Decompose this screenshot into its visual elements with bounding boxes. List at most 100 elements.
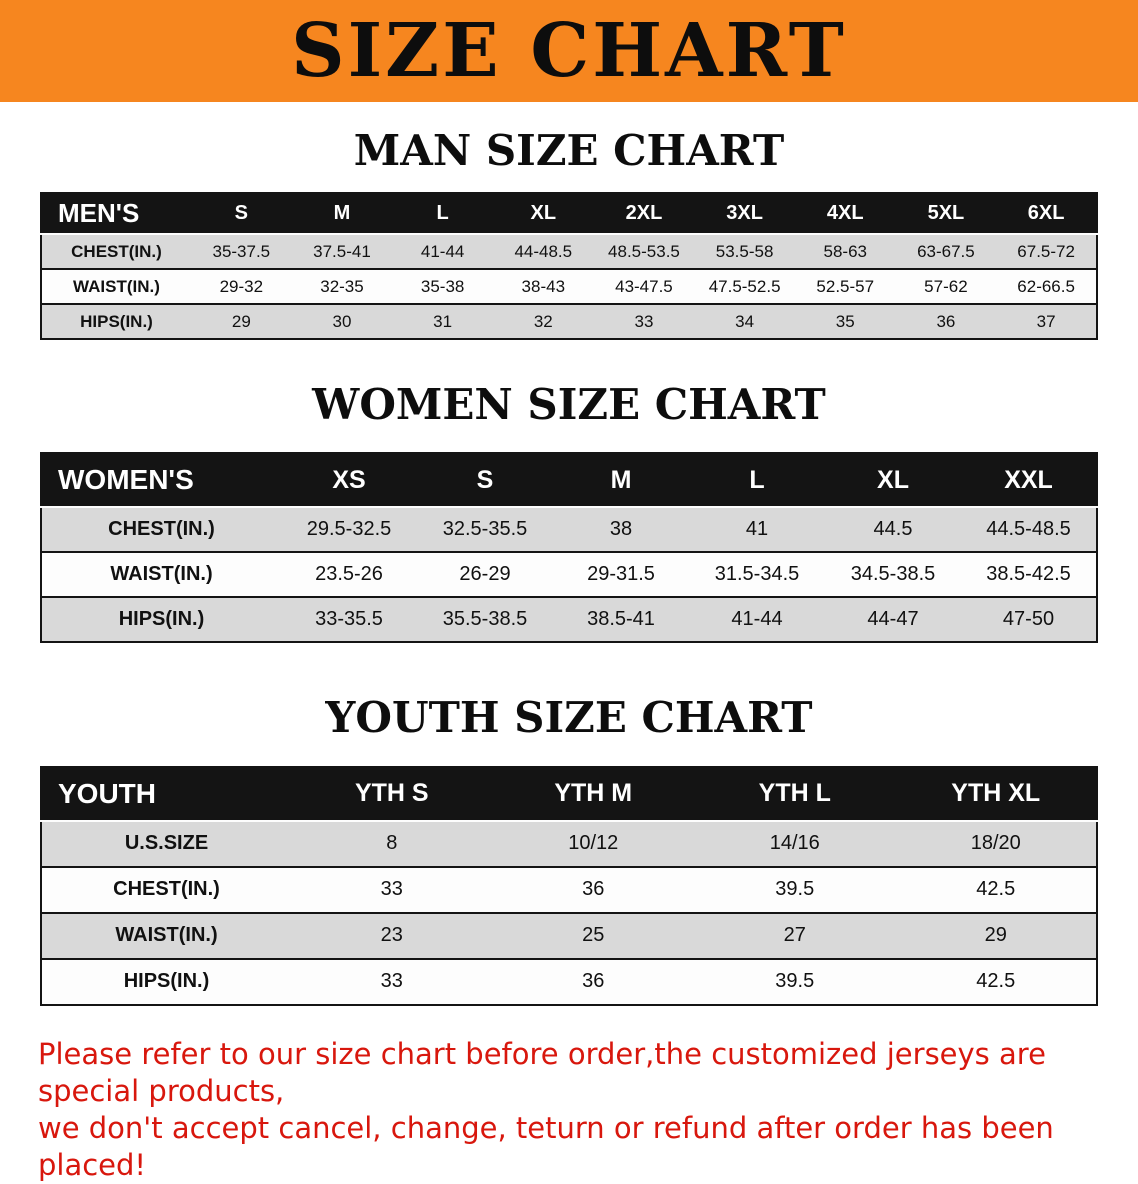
men-section-heading: MAN SIZE CHART xyxy=(353,126,785,175)
youth-ussize-value: 8 xyxy=(386,832,398,855)
women-chest-value: 32.5-35.5 xyxy=(442,518,528,541)
men-chest-value: 67.5-72 xyxy=(1017,241,1075,261)
women-waist-value: 31.5-34.5 xyxy=(714,563,800,586)
youth-hips-value: 33 xyxy=(380,970,403,993)
men-col-m: M xyxy=(291,193,393,235)
youth-waist-value: 25 xyxy=(582,924,605,947)
youth-hips-value: 39.5 xyxy=(775,970,815,993)
women-waist-value: 38.5-42.5 xyxy=(986,563,1071,586)
men-col-2xl: 2XL xyxy=(593,193,695,235)
men-waist-label: WAIST(IN.) xyxy=(73,276,160,296)
men-chest-value: 63-67.5 xyxy=(917,241,975,261)
youth-section-heading: YOUTH SIZE CHART xyxy=(325,693,813,743)
women-hips-label: HIPS(IN.) xyxy=(118,608,205,631)
youth-waist-label: WAIST(IN.) xyxy=(115,924,218,947)
youth-waist-value: 29 xyxy=(984,924,1007,947)
youth-hips-value: 42.5 xyxy=(976,970,1016,993)
men-col-3xl: 3XL xyxy=(694,193,795,235)
women-col-xl: XL xyxy=(825,453,961,508)
youth-chest-value: 36 xyxy=(582,878,605,901)
women-chest-value: 44.5-48.5 xyxy=(986,518,1071,541)
youth-size-table: YOUTH YTH S YTH M YTH L YTH XL U.S.SIZE … xyxy=(40,765,1098,1006)
youth-ussize-label: U.S.SIZE xyxy=(124,832,209,855)
youth-chest-value: 42.5 xyxy=(976,878,1016,901)
women-hips-value: 35.5-38.5 xyxy=(442,608,528,631)
youth-chest-row: CHEST(IN.) 33 36 39.5 42.5 xyxy=(41,866,1097,913)
men-hips-value: 35 xyxy=(835,311,855,331)
women-col-xs: XS xyxy=(281,453,417,508)
men-hips-value: 30 xyxy=(332,311,352,331)
women-waist-value: 29-31.5 xyxy=(587,563,655,586)
men-header-row: MEN'S S M L XL 2XL 3XL 4XL 5XL 6XL xyxy=(41,193,1097,235)
women-waist-row: WAIST(IN.) 23.5-26 26-29 29-31.5 31.5-34… xyxy=(41,552,1097,598)
youth-col-xl: YTH XL xyxy=(895,766,1097,821)
youth-col-m: YTH M xyxy=(492,766,694,821)
youth-ussize-row: U.S.SIZE 8 10/12 14/16 18/20 xyxy=(41,820,1097,867)
women-chest-value: 41 xyxy=(745,518,769,541)
women-table-title: WOMEN'S xyxy=(41,453,281,508)
women-hips-value: 33-35.5 xyxy=(315,608,383,631)
disclaimer-line-1: Please refer to our size chart before or… xyxy=(38,1036,1046,1108)
men-chest-value: 44-48.5 xyxy=(514,241,573,261)
women-hips-row: HIPS(IN.) 33-35.5 35.5-38.5 38.5-41 41-4… xyxy=(41,597,1097,643)
men-hips-value: 32 xyxy=(533,311,553,331)
men-col-4xl: 4XL xyxy=(794,193,896,235)
women-chest-value: 44.5 xyxy=(873,518,913,541)
women-col-m: M xyxy=(553,453,689,508)
men-col-l: L xyxy=(392,193,493,235)
women-section-heading: WOMEN SIZE CHART xyxy=(312,380,826,430)
disclaimer: Please refer to our size chart before or… xyxy=(38,1036,1104,1184)
banner-title: SIZE CHART xyxy=(291,8,847,94)
women-waist-label: WAIST(IN.) xyxy=(110,563,213,586)
youth-table-title: YOUTH xyxy=(41,766,291,821)
men-chest-value: 35-37.5 xyxy=(212,241,271,261)
men-chest-value: 37.5-41 xyxy=(313,241,371,261)
women-col-s: S xyxy=(417,453,553,508)
men-hips-value: 36 xyxy=(936,311,956,331)
women-chest-row: CHEST(IN.) 29.5-32.5 32.5-35.5 38 41 44.… xyxy=(41,507,1097,553)
youth-hips-value: 36 xyxy=(582,970,605,993)
men-waist-value: 32-35 xyxy=(320,276,364,296)
youth-waist-row: WAIST(IN.) 23 25 27 29 xyxy=(41,912,1097,959)
men-chest-row: CHEST(IN.) 35-37.5 37.5-41 41-44 44-48.5… xyxy=(41,234,1097,270)
men-chest-label: CHEST(IN.) xyxy=(71,241,162,261)
disclaimer-line-2: we don't accept cancel, change, teturn o… xyxy=(38,1110,1054,1182)
men-waist-value: 47.5-52.5 xyxy=(708,276,781,296)
men-chest-value: 53.5-58 xyxy=(715,241,774,261)
women-size-table: WOMEN'S XS S M L XL XXL CHEST(IN.) 29.5-… xyxy=(40,452,1098,644)
men-chest-value: 48.5-53.5 xyxy=(608,241,680,261)
youth-chest-value: 33 xyxy=(380,878,403,901)
youth-hips-row: HIPS(IN.) 33 36 39.5 42.5 xyxy=(41,958,1097,1005)
men-waist-value: 38-43 xyxy=(521,276,566,296)
men-chest-value: 41-44 xyxy=(420,241,465,261)
men-hips-value: 33 xyxy=(634,311,654,331)
women-hips-value: 38.5-41 xyxy=(587,608,655,631)
youth-col-l: YTH L xyxy=(694,766,896,821)
women-col-l: L xyxy=(689,453,825,508)
women-hips-value: 47-50 xyxy=(1002,608,1055,631)
men-waist-value: 57-62 xyxy=(924,276,968,296)
women-header-row: WOMEN'S XS S M L XL XXL xyxy=(41,453,1097,508)
youth-ussize-value: 14/16 xyxy=(769,832,820,855)
men-hips-value: 31 xyxy=(433,311,453,331)
youth-hips-label: HIPS(IN.) xyxy=(123,970,210,993)
youth-ussize-value: 18/20 xyxy=(970,832,1021,855)
men-hips-value: 37 xyxy=(1036,311,1056,331)
men-waist-row: WAIST(IN.) 29-32 32-35 35-38 38-43 43-47… xyxy=(41,269,1097,305)
youth-waist-value: 23 xyxy=(380,924,403,947)
youth-header-row: YOUTH YTH S YTH M YTH L YTH XL xyxy=(41,766,1097,821)
men-col-6xl: 6XL xyxy=(996,193,1097,235)
men-hips-value: 34 xyxy=(735,311,755,331)
women-chest-label: CHEST(IN.) xyxy=(108,518,215,541)
youth-col-s: YTH S xyxy=(291,766,493,821)
women-waist-value: 23.5-26 xyxy=(315,563,383,586)
men-waist-value: 43-47.5 xyxy=(615,276,673,296)
men-col-s: S xyxy=(191,193,292,235)
men-table-title: MEN'S xyxy=(41,193,191,235)
women-waist-value: 34.5-38.5 xyxy=(850,563,936,586)
banner: SIZE CHART xyxy=(0,0,1138,102)
men-hips-value: 29 xyxy=(231,311,251,331)
women-chest-value: 38 xyxy=(609,518,633,541)
youth-ussize-value: 10/12 xyxy=(568,832,619,855)
